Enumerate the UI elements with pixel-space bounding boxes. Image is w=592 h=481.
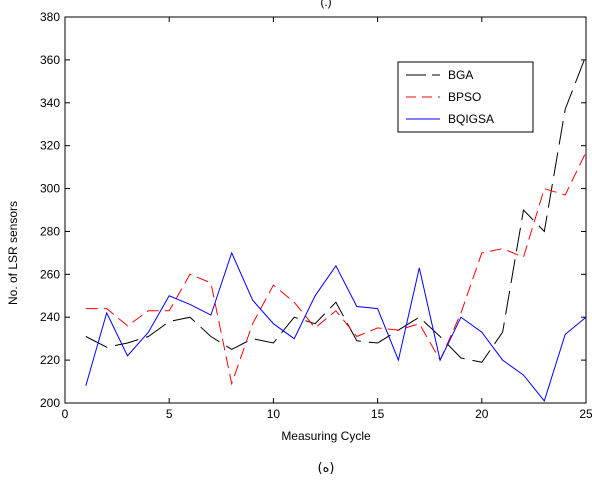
y-tick-label: 340 bbox=[40, 96, 60, 110]
x-tick-label: 10 bbox=[267, 407, 281, 421]
legend: BGA BPSO BQIGSA bbox=[397, 61, 534, 133]
y-tick-label: 200 bbox=[40, 396, 60, 410]
legend-box bbox=[397, 61, 534, 133]
y-tick-label: 280 bbox=[40, 224, 60, 238]
figure-caption: (ه) bbox=[318, 461, 335, 476]
x-tick-label: 25 bbox=[579, 407, 592, 421]
y-axis-label: No. of LSR sensors bbox=[6, 201, 20, 305]
y-tick-label: 320 bbox=[40, 139, 60, 153]
series-line-bga bbox=[85, 55, 587, 363]
axis-ticks: 0 5 10 15 20 25 200 220 240 260 280 300 320 340 360 380 bbox=[40, 10, 592, 421]
x-axis-label: Measuring Cycle bbox=[281, 429, 371, 443]
legend-label-bga: BGA bbox=[448, 68, 473, 82]
chart-title-fragment: (.) bbox=[320, 0, 331, 9]
y-tick-label: 220 bbox=[40, 353, 60, 367]
series-line-bpso bbox=[85, 151, 587, 386]
x-tick-label: 5 bbox=[166, 407, 173, 421]
legend-label-bqigsa: BQIGSA bbox=[448, 112, 494, 126]
series-line-bqigsa bbox=[85, 251, 587, 402]
y-tick-label: 380 bbox=[40, 10, 60, 24]
y-tick-label: 240 bbox=[40, 310, 60, 324]
y-tick-label: 300 bbox=[40, 182, 60, 196]
x-tick-label: 15 bbox=[371, 407, 385, 421]
y-tick-label: 360 bbox=[40, 53, 60, 67]
y-tick-label: 260 bbox=[40, 267, 60, 281]
series-layer bbox=[85, 55, 587, 402]
legend-label-bpso: BPSO bbox=[448, 90, 481, 104]
x-tick-label: 20 bbox=[475, 407, 489, 421]
x-tick-label: 0 bbox=[62, 407, 69, 421]
